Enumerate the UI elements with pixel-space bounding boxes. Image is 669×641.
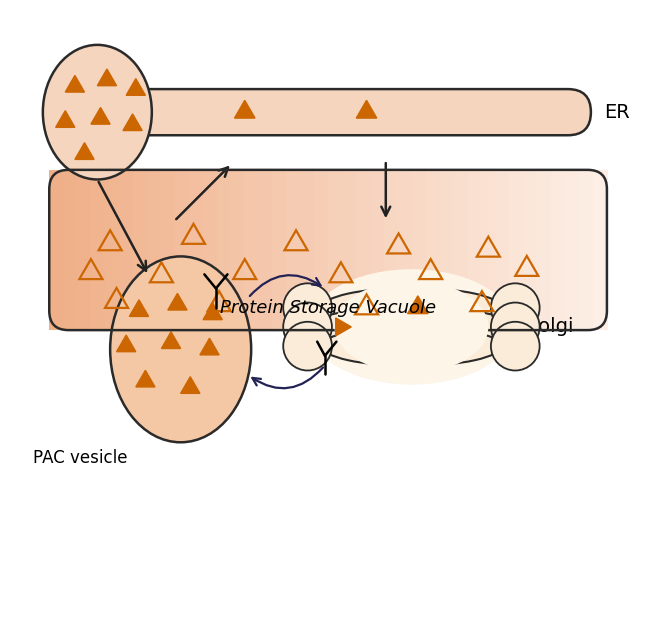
- Polygon shape: [136, 370, 155, 387]
- Bar: [272, 170, 288, 330]
- Bar: [537, 170, 553, 330]
- Polygon shape: [129, 300, 149, 317]
- Bar: [119, 170, 134, 330]
- Bar: [370, 170, 385, 330]
- Polygon shape: [336, 318, 351, 336]
- Bar: [454, 170, 469, 330]
- Bar: [50, 170, 64, 330]
- Bar: [342, 170, 357, 330]
- Bar: [398, 170, 413, 330]
- Bar: [579, 170, 594, 330]
- Bar: [565, 170, 580, 330]
- FancyArrowPatch shape: [250, 275, 320, 296]
- Polygon shape: [91, 108, 110, 124]
- Ellipse shape: [491, 283, 540, 332]
- Ellipse shape: [334, 281, 488, 373]
- Ellipse shape: [309, 307, 514, 347]
- Polygon shape: [200, 338, 219, 355]
- Bar: [495, 170, 510, 330]
- Bar: [384, 170, 399, 330]
- Polygon shape: [357, 101, 377, 118]
- FancyArrowPatch shape: [252, 367, 323, 388]
- Ellipse shape: [491, 322, 540, 370]
- Text: PAC vesicle: PAC vesicle: [33, 449, 128, 467]
- Bar: [482, 170, 496, 330]
- Bar: [231, 170, 246, 330]
- Bar: [411, 170, 427, 330]
- Ellipse shape: [43, 45, 152, 179]
- Bar: [133, 170, 148, 330]
- Bar: [161, 170, 176, 330]
- Bar: [523, 170, 539, 330]
- Bar: [77, 170, 92, 330]
- Polygon shape: [181, 377, 200, 394]
- Ellipse shape: [322, 288, 501, 328]
- Text: Protein Storage Vacuole: Protein Storage Vacuole: [220, 299, 436, 317]
- Bar: [551, 170, 567, 330]
- Polygon shape: [168, 294, 187, 310]
- Polygon shape: [116, 335, 136, 352]
- Bar: [593, 170, 608, 330]
- Bar: [286, 170, 302, 330]
- Ellipse shape: [283, 322, 332, 370]
- Bar: [105, 170, 120, 330]
- Bar: [314, 170, 329, 330]
- Bar: [91, 170, 106, 330]
- Ellipse shape: [110, 256, 251, 442]
- Bar: [244, 170, 260, 330]
- Bar: [509, 170, 524, 330]
- Bar: [217, 170, 231, 330]
- Polygon shape: [235, 101, 255, 118]
- Bar: [356, 170, 371, 330]
- Polygon shape: [97, 69, 116, 86]
- FancyBboxPatch shape: [97, 89, 591, 135]
- Ellipse shape: [283, 283, 332, 332]
- Bar: [258, 170, 274, 330]
- Bar: [440, 170, 455, 330]
- Polygon shape: [66, 76, 84, 92]
- Bar: [300, 170, 315, 330]
- Bar: [189, 170, 204, 330]
- Text: ER: ER: [603, 103, 630, 122]
- Bar: [63, 170, 78, 330]
- Text: Golgi: Golgi: [524, 317, 574, 337]
- Polygon shape: [56, 111, 75, 128]
- Bar: [147, 170, 162, 330]
- Bar: [425, 170, 441, 330]
- Bar: [468, 170, 483, 330]
- Bar: [328, 170, 343, 330]
- Polygon shape: [123, 114, 142, 131]
- Ellipse shape: [283, 303, 332, 351]
- Polygon shape: [203, 303, 222, 320]
- Polygon shape: [75, 143, 94, 160]
- Bar: [175, 170, 190, 330]
- Polygon shape: [407, 296, 428, 313]
- Ellipse shape: [322, 326, 501, 366]
- Ellipse shape: [309, 269, 514, 385]
- Polygon shape: [126, 79, 145, 96]
- Ellipse shape: [491, 303, 540, 351]
- Polygon shape: [161, 332, 181, 349]
- Bar: [203, 170, 218, 330]
